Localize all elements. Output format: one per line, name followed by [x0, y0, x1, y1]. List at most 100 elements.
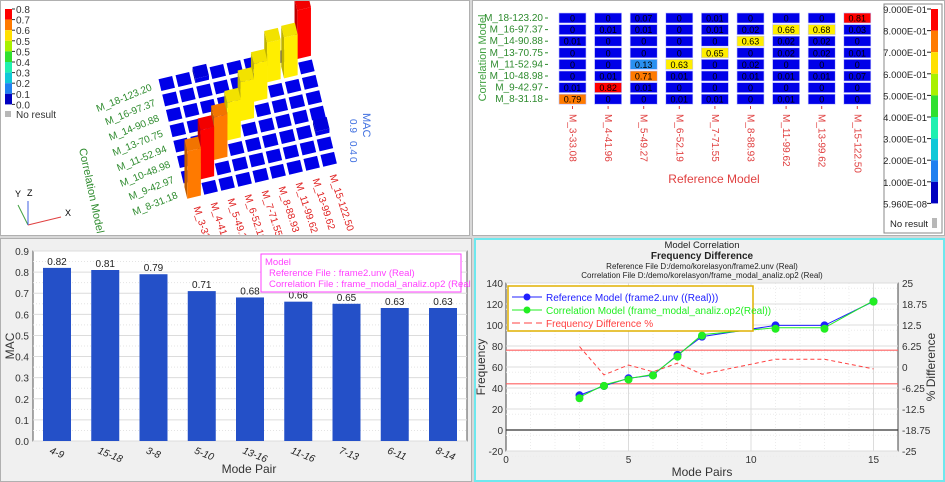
data-point[interactable] [869, 297, 878, 306]
mac-cell[interactable] [807, 82, 836, 93]
mac-bar[interactable] [281, 22, 298, 38]
mac-bar[interactable] [237, 67, 255, 83]
mac-cell[interactable] [665, 12, 694, 24]
mac-tile[interactable] [218, 175, 235, 191]
mac-bar[interactable] [224, 87, 241, 103]
data-point[interactable] [673, 352, 682, 361]
data-point[interactable] [698, 331, 706, 340]
mac-cell[interactable] [594, 93, 622, 105]
mac-cell[interactable] [807, 47, 836, 59]
mac-tile[interactable] [258, 117, 275, 133]
bar[interactable] [236, 297, 264, 441]
mac-tile[interactable] [241, 121, 258, 137]
frequency-difference-view[interactable]: Model Correlation Frequency Difference Ref… [474, 238, 945, 482]
mac-tile[interactable] [320, 151, 337, 167]
mac-cell[interactable] [772, 70, 800, 82]
mac-tile[interactable] [254, 102, 272, 118]
mac-cell[interactable] [736, 70, 765, 82]
mac-cell[interactable] [736, 12, 765, 24]
mac-tile[interactable] [298, 59, 315, 75]
mac-cell[interactable] [665, 59, 694, 70]
data-point[interactable] [820, 324, 829, 333]
mac-cell[interactable] [736, 47, 765, 59]
mac-cell[interactable] [772, 82, 800, 93]
mac-tile[interactable] [303, 155, 320, 171]
mac-cell[interactable] [665, 82, 694, 93]
mac-cell[interactable] [629, 59, 658, 70]
mac-tile[interactable] [301, 74, 319, 90]
mac-cell[interactable] [701, 59, 729, 70]
mac-cell[interactable] [701, 47, 729, 59]
mac-tile[interactable] [182, 102, 200, 118]
mac-bar[interactable] [250, 49, 268, 64]
mac-cell[interactable] [629, 12, 658, 24]
bar[interactable] [380, 308, 409, 441]
mac-cell[interactable] [843, 82, 872, 93]
mac-tile[interactable] [252, 167, 269, 183]
mac-cell[interactable] [843, 47, 872, 59]
mac-tile[interactable] [235, 171, 252, 187]
mac-cell[interactable] [843, 93, 872, 105]
bar[interactable] [91, 270, 120, 441]
mac-cell[interactable] [736, 93, 765, 105]
mac-cell[interactable] [772, 35, 800, 47]
mac-tile[interactable] [286, 159, 303, 175]
data-point[interactable] [649, 371, 657, 380]
mac-cell[interactable] [558, 47, 587, 59]
mac-cell[interactable] [701, 24, 729, 35]
mac-cell[interactable] [772, 12, 800, 24]
mac-3d-plot[interactable]: 0.80.70.60.50.50.40.30.20.10.0No resultM… [1, 1, 470, 236]
mac-3d-view[interactable]: 0.8 0.7 0.6 0.5 0.5 0.4 0.3 0.2 0.1 0.0 No result M… [0, 0, 470, 236]
mac-cell[interactable] [594, 59, 622, 70]
mac-bar-chart[interactable]: 0.0 0.1 0.2 0.3 0.4 0.5 0.6 0.7 0.8 0.9 0.82 4-9 0.8… [1, 239, 472, 482]
mac-tile[interactable] [162, 91, 179, 107]
mac-tile[interactable] [248, 152, 266, 168]
mac-bar[interactable] [192, 63, 209, 79]
mac-cell[interactable] [629, 93, 658, 105]
mac-cell[interactable] [629, 82, 658, 93]
mac-bar[interactable] [313, 116, 330, 132]
mac-bar[interactable] [264, 27, 281, 43]
mac-tile[interactable] [165, 106, 183, 122]
mac-cell[interactable] [772, 59, 800, 70]
mac-cell[interactable] [736, 82, 765, 93]
mac-tile[interactable] [271, 98, 289, 114]
mac-tile[interactable] [262, 133, 279, 148]
mac-cell[interactable] [807, 59, 836, 70]
mac-cell[interactable] [807, 93, 836, 105]
mac-tile[interactable] [158, 76, 175, 91]
mac-tile[interactable] [269, 163, 286, 179]
mac-tile[interactable] [228, 141, 245, 156]
mac-tile[interactable] [175, 72, 192, 87]
mac-cell[interactable] [558, 35, 587, 47]
mac-cell[interactable] [701, 82, 729, 93]
mac-tile[interactable] [169, 122, 187, 138]
mac-cell[interactable] [807, 70, 836, 82]
mac-tile[interactable] [309, 105, 326, 121]
mac-cell[interactable] [843, 59, 872, 70]
data-point[interactable] [771, 324, 780, 333]
mac-matrix-plot[interactable]: M_18-123.20 0 0 0.07 0 0.01 0 0 0 0.81M_16-97.37 0… [473, 1, 945, 236]
mac-cell[interactable] [558, 82, 587, 93]
mac-cell[interactable] [843, 35, 872, 47]
data-point[interactable] [600, 381, 608, 390]
mac-cell[interactable] [558, 59, 587, 70]
bar[interactable] [429, 308, 457, 441]
mac-tile[interactable] [292, 109, 309, 125]
mac-cell[interactable] [629, 35, 658, 47]
mac-tile[interactable] [282, 144, 300, 160]
mac-cell[interactable] [843, 12, 872, 24]
data-point[interactable] [575, 394, 584, 403]
mac-tile[interactable] [231, 156, 249, 172]
mac-cell[interactable] [629, 24, 658, 35]
mac-cell[interactable] [772, 93, 800, 105]
mac-bar-chart-view[interactable]: 0.0 0.1 0.2 0.3 0.4 0.5 0.6 0.7 0.8 0.9 0.82 4-9 0.8… [0, 238, 472, 482]
mac-cell[interactable] [665, 47, 694, 59]
mac-tile[interactable] [196, 83, 213, 99]
mac-matrix-view[interactable]: M_18-123.20 0 0 0.07 0 0.01 0 0 0 0.81 M_16-97.37 0… [472, 0, 945, 236]
mac-tile[interactable] [214, 160, 232, 176]
mac-cell[interactable] [843, 70, 872, 82]
bar[interactable] [43, 267, 71, 441]
mac-tile[interactable] [245, 137, 262, 152]
